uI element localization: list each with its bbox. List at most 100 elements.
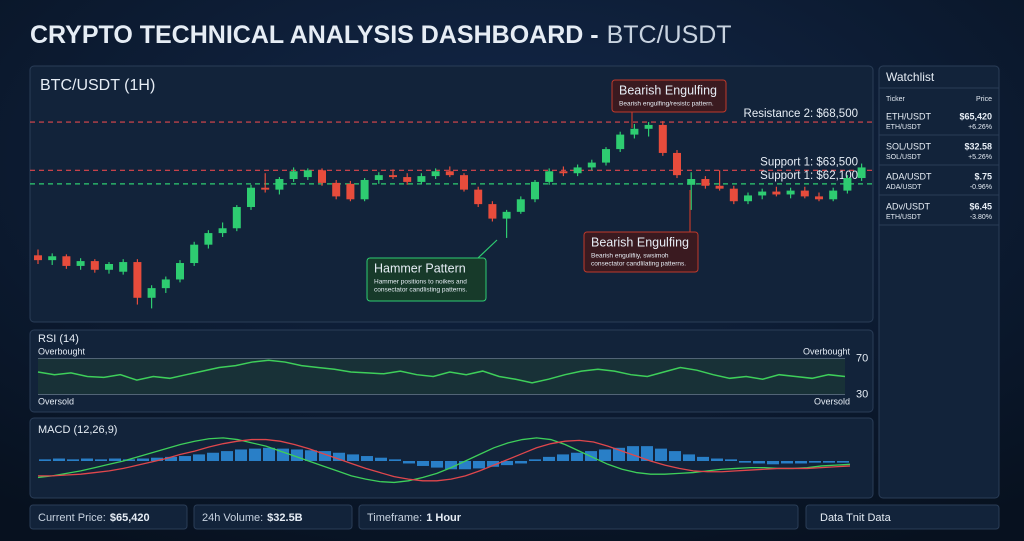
- macd-histogram-bar: [445, 461, 457, 470]
- rsi-line: [37, 359, 846, 384]
- candle-body: [204, 233, 213, 245]
- macd-panel: [29, 417, 874, 499]
- ticker: ADA/USDT: [886, 171, 932, 181]
- macd-histogram-bar: [767, 461, 779, 465]
- candle-body: [90, 261, 99, 270]
- macd-histogram-bar: [109, 458, 121, 461]
- rsi-title: RSI (14): [38, 333, 79, 345]
- candle-body: [332, 182, 341, 197]
- ticker: ETH/USDT: [886, 111, 932, 121]
- annotation-title: Bearish Engulfing: [619, 83, 717, 97]
- macd-histogram-bar: [739, 461, 751, 463]
- macd-histogram-bar: [375, 457, 387, 461]
- macd-histogram-bar: [431, 461, 443, 468]
- column-header: Ticker: [886, 96, 905, 103]
- candle-body: [303, 170, 312, 178]
- candle-body: [488, 204, 497, 219]
- candle-body: [403, 177, 412, 182]
- candle-body: [701, 179, 710, 186]
- candle-body: [218, 228, 227, 234]
- macd-histogram-bar: [151, 457, 163, 461]
- macd-histogram-bar: [557, 454, 569, 461]
- candle-body: [786, 190, 795, 195]
- footer: Current Price: $65,420 24h Volume: $32.5B …: [29, 504, 1000, 530]
- macd-histogram-bar: [291, 449, 303, 461]
- macd-line: [38, 438, 851, 482]
- price: $65,420: [959, 111, 992, 121]
- macd-histogram-bar: [221, 451, 233, 461]
- candle-body: [147, 288, 156, 298]
- candle-body: [62, 256, 71, 266]
- candle-body: [772, 191, 781, 195]
- macd-histogram-bar: [249, 448, 261, 461]
- y-tick-label: 70: [856, 352, 868, 364]
- band-label: Overbought: [803, 346, 851, 356]
- candle-body: [531, 181, 539, 200]
- change: -3.80%: [970, 214, 992, 221]
- macd-histogram-bar: [123, 459, 135, 461]
- macd-histogram-bar: [403, 461, 415, 464]
- candle-body: [389, 175, 397, 178]
- change: -0.96%: [970, 184, 992, 191]
- page-title: CRYPTO TECHNICAL ANALYSIS DASHBOARD - BTC…: [30, 21, 732, 49]
- candle-body: [119, 262, 128, 272]
- level-label: Resistance 2: $68,500: [744, 108, 858, 120]
- annotation-box: [611, 79, 727, 113]
- candle-body: [559, 171, 568, 174]
- macd-histogram-bar: [683, 454, 695, 461]
- footer-label: Current Price:: [38, 512, 106, 524]
- macd-histogram-bar: [529, 459, 541, 461]
- annotation-box: [583, 231, 699, 273]
- annotation-text: Bearish engulfing/resistc pattern.: [619, 101, 714, 108]
- candle-body: [417, 176, 426, 182]
- candle-body: [829, 190, 838, 200]
- change: +6.26%: [968, 124, 992, 131]
- macd-histogram-bar: [207, 452, 219, 461]
- macd-histogram-bar: [501, 461, 513, 466]
- macd-histogram-bar: [655, 448, 667, 461]
- annotation-pointer: [477, 239, 498, 259]
- column-header: Price: [976, 96, 992, 103]
- macd-histogram-bar: [809, 461, 821, 463]
- candle-body: [630, 128, 639, 135]
- annotation-text: consectator candlisting patterns.: [374, 287, 467, 294]
- pair: ETH/USDT: [886, 214, 922, 221]
- macd-histogram-bar: [165, 456, 177, 461]
- macd-histogram-bar: [389, 459, 401, 461]
- macd-histogram-bar: [263, 447, 275, 461]
- footer-box: [805, 504, 1000, 530]
- candle-body: [161, 279, 170, 289]
- macd-histogram-bar: [627, 446, 639, 461]
- candle-body: [658, 124, 667, 153]
- candle-body: [687, 179, 696, 185]
- band-label: Oversold: [38, 396, 74, 406]
- macd-histogram-bar: [641, 446, 653, 461]
- candle-body: [857, 167, 866, 179]
- candle-body: [815, 196, 823, 200]
- candle-body: [445, 171, 454, 176]
- candle-body: [516, 199, 525, 212]
- pair: SOL/USDT: [886, 154, 922, 161]
- candle-body: [758, 191, 767, 196]
- candle-body: [474, 189, 483, 205]
- macd-histogram-bar: [305, 450, 317, 461]
- candle-body: [431, 171, 440, 177]
- macd-histogram-bar: [67, 459, 79, 461]
- macd-histogram-bar: [361, 456, 373, 461]
- macd-histogram-bar: [711, 458, 723, 461]
- candle-body: [587, 162, 596, 168]
- candle-body: [176, 263, 184, 280]
- level-label: Support 1: $63,500: [760, 156, 858, 168]
- level-label: Support 1: $62,100: [760, 170, 858, 182]
- macd-histogram-bar: [179, 456, 191, 461]
- macd-histogram-bar: [571, 452, 583, 461]
- macd-histogram-bar: [319, 451, 331, 461]
- macd-histogram-bar: [599, 449, 611, 461]
- candle-body: [190, 244, 199, 264]
- rsi-band: [38, 358, 845, 395]
- band-label: Overbought: [38, 346, 86, 356]
- footer-value: 1 Hour: [426, 512, 462, 524]
- footer-box: [193, 504, 353, 530]
- footer-item: 24h Volume: $32.5B: [202, 512, 303, 524]
